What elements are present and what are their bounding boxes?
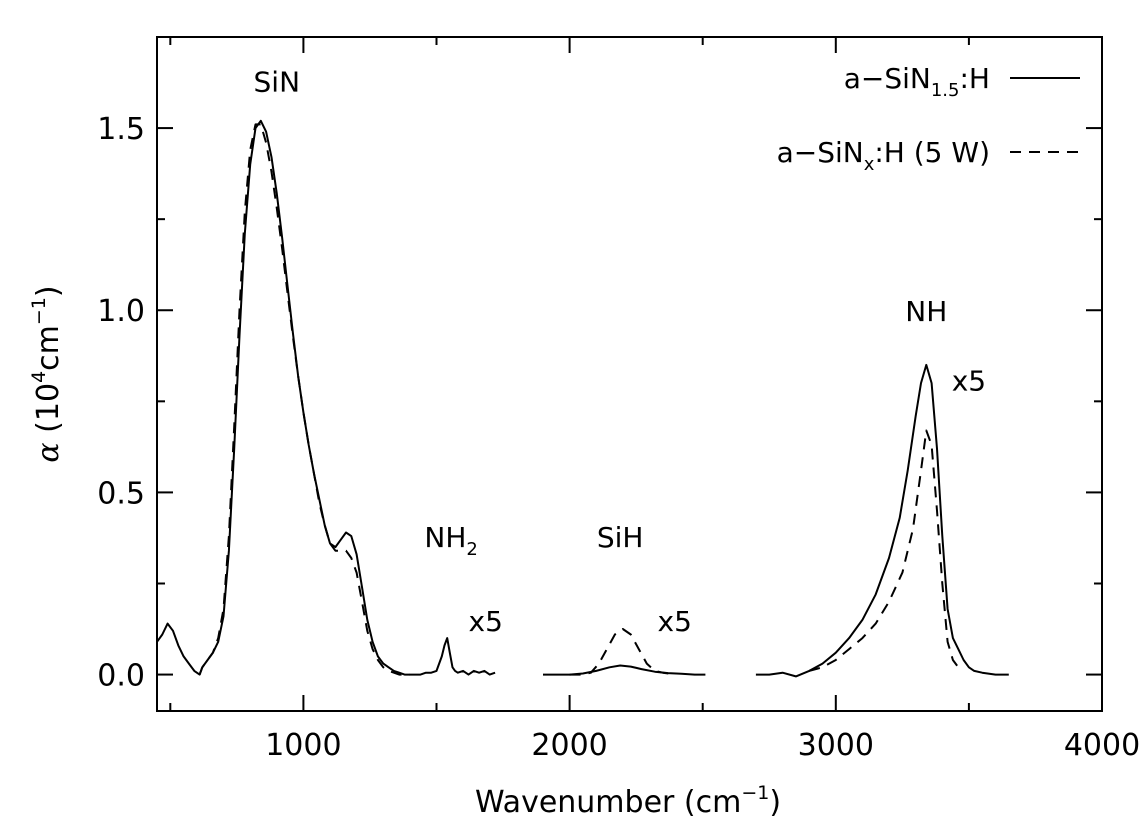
- x-axis-title-main: Wavenumber (cm: [475, 785, 741, 820]
- annotation-text: NH: [905, 295, 947, 328]
- annotation-text: x5: [469, 605, 503, 638]
- annotation-nh: NH: [905, 295, 947, 328]
- annotation-sih: SiH: [597, 521, 644, 554]
- y-tick-label: 0.5: [97, 476, 145, 511]
- annotation-text: NH: [424, 521, 466, 554]
- y-axis-title-sup1: 4: [28, 371, 50, 383]
- x-tick-label: 2000: [531, 728, 607, 763]
- series-layer: [156, 119, 1009, 678]
- y-axis-title-symbol: α: [31, 442, 66, 462]
- legend-text-solid: a−SiN1.5:H: [844, 62, 990, 101]
- y-axis-title-main: (10: [31, 383, 66, 433]
- y-tick-label: 1.0: [97, 294, 145, 329]
- legend-text-dashed-main: a−SiN: [777, 136, 864, 169]
- legend-text-dashed-sub: x: [864, 154, 875, 175]
- y-axis-title: α (104cm−1): [28, 285, 66, 462]
- x-tick-label: 4000: [1064, 728, 1140, 763]
- x-tick-label: 1000: [265, 728, 341, 763]
- annotation-nh-2: NH2: [424, 521, 477, 560]
- legend-text-dashed-suffix: :H (5 W): [874, 136, 990, 169]
- legend-text-solid-main: a−SiN: [844, 62, 931, 95]
- x-axis-title-sup: −1: [741, 782, 769, 804]
- legend-text-solid-suffix: :H: [960, 62, 991, 95]
- tick-labels: 1000 2000 3000 4000 0.0 0.5 1.0 1.5: [97, 112, 1140, 763]
- annotation-text: x5: [952, 364, 986, 397]
- legend-text-solid-sub: 1.5: [931, 80, 960, 101]
- axis-ticks: [157, 37, 1103, 711]
- series-dashed-segment-3: [808, 429, 960, 672]
- y-tick-label: 1.5: [97, 112, 145, 147]
- series-solid-segment-3: [755, 363, 1009, 678]
- annotation-x5: x5: [469, 605, 503, 638]
- annotation-text: SiH: [597, 521, 644, 554]
- x-axis-title: Wavenumber (cm−1): [475, 782, 781, 820]
- annotation-text: SiN: [254, 66, 301, 99]
- series-solid-segment-1: [156, 119, 496, 676]
- annotation-x5: x5: [952, 364, 986, 397]
- x-axis-title-end: ): [769, 785, 781, 820]
- y-axis-title-sup2: −1: [28, 297, 50, 325]
- legend: a−SiN1.5:H a−SiNx:H (5 W): [777, 62, 1080, 175]
- annotation-x5: x5: [658, 605, 692, 638]
- series-dashed-segment-2: [569, 628, 677, 676]
- y-axis-title-end: ): [31, 285, 66, 297]
- series-dashed-segment-1: [198, 123, 410, 676]
- y-axis-title-mid: cm: [31, 325, 66, 371]
- legend-text-dashed: a−SiNx:H (5 W): [777, 136, 990, 175]
- annotation-sin: SiN: [254, 66, 301, 99]
- annotation-subscript: 2: [466, 539, 477, 560]
- series-solid-segment-2: [543, 664, 706, 676]
- x-tick-label: 3000: [798, 728, 874, 763]
- y-axis-title-space: [31, 433, 66, 443]
- y-tick-label: 0.0: [97, 659, 145, 694]
- annotation-text: x5: [658, 605, 692, 638]
- plot-frame: [156, 36, 1103, 712]
